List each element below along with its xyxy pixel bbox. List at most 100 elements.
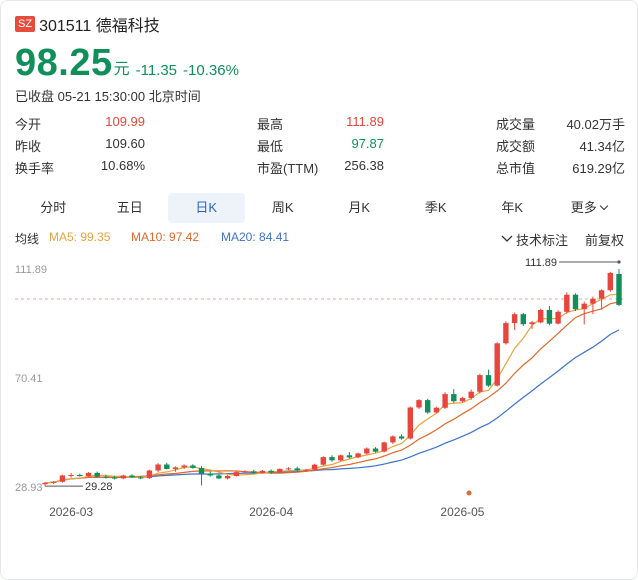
tech-annotation-label: 技术标注 bbox=[516, 233, 569, 248]
candle-body bbox=[251, 471, 257, 473]
candle-body bbox=[129, 475, 135, 478]
candle-body bbox=[294, 468, 300, 471]
period-tabs: 分时 五日 日K 周K 月K 季K 年K 更多 bbox=[15, 193, 627, 223]
y-tick-label: 70.41 bbox=[15, 373, 43, 385]
stat-value-volume: 40.02万手 bbox=[566, 117, 625, 132]
market-status: 已收盘 05-21 15:30:00 北京时间 bbox=[15, 89, 201, 104]
candle-body bbox=[416, 400, 422, 408]
stat-label: 今开 bbox=[15, 117, 42, 132]
candle-body bbox=[155, 464, 161, 471]
x-tick-label: 2026-04 bbox=[249, 505, 293, 519]
candle-body bbox=[172, 467, 179, 469]
candle-body bbox=[390, 436, 396, 443]
tab-weekly-k[interactable]: 周K bbox=[245, 193, 322, 223]
candle-body bbox=[572, 294, 579, 310]
tech-annotation-toggle[interactable]: 技术标注 bbox=[501, 230, 568, 248]
candle-body bbox=[111, 477, 118, 479]
adjust-toggle[interactable]: 前复权 bbox=[585, 233, 625, 248]
chevron-pair-icon bbox=[501, 235, 513, 242]
tab-label: 年K bbox=[501, 200, 524, 215]
tab-intraday[interactable]: 分时 bbox=[15, 193, 92, 223]
candle-body bbox=[529, 322, 535, 325]
stat-label: 昨收 bbox=[15, 139, 42, 154]
price-unit: 元 bbox=[113, 61, 130, 78]
y-tick-label: 28.93 bbox=[15, 482, 43, 494]
candle-body bbox=[85, 472, 92, 477]
candle-body bbox=[233, 472, 239, 476]
candle-body bbox=[494, 343, 500, 386]
tab-label: 更多 bbox=[570, 200, 597, 215]
candle-body bbox=[181, 465, 187, 468]
candle-body bbox=[190, 465, 196, 468]
candle-body bbox=[459, 398, 466, 402]
event-marker bbox=[466, 490, 472, 496]
tab-yearly-k[interactable]: 年K bbox=[474, 193, 551, 223]
candle-body bbox=[338, 455, 344, 461]
candle-body bbox=[164, 464, 170, 469]
candle-body bbox=[355, 453, 361, 458]
candle-body bbox=[103, 476, 109, 478]
candle-body bbox=[268, 470, 274, 473]
tab-label: 日K bbox=[195, 200, 218, 215]
candle-body bbox=[381, 442, 387, 452]
candle-body bbox=[216, 475, 222, 479]
candle-body bbox=[511, 314, 518, 324]
candle-body bbox=[451, 394, 457, 402]
stat-value-pe: 256.38 bbox=[344, 158, 384, 173]
stat-value-market-cap: 619.29亿 bbox=[572, 161, 625, 176]
tab-label: 分时 bbox=[40, 200, 67, 215]
ma20-value: MA20: 84.41 bbox=[221, 230, 290, 244]
price-row: 98.25 元 -11.35 -10.36% bbox=[15, 41, 239, 83]
stat-label: 市盈(TTM) bbox=[257, 161, 319, 176]
high-annotation-dot bbox=[617, 260, 621, 264]
candle-body bbox=[616, 274, 622, 305]
tab-monthly-k[interactable]: 月K bbox=[321, 193, 398, 223]
stats-row: 换手率 10.68% 市盈(TTM) 256.38 总市值 619.29亿 bbox=[15, 158, 627, 180]
y-tick-label: 111.89 bbox=[15, 264, 47, 276]
candle-body bbox=[581, 303, 587, 310]
candle-body bbox=[607, 272, 613, 291]
candle-body bbox=[407, 407, 413, 439]
candle-body bbox=[538, 310, 544, 323]
stat-label: 成交额 bbox=[496, 139, 536, 154]
candle-body bbox=[364, 448, 370, 454]
tab-label: 月K bbox=[348, 200, 371, 215]
low-annotation-label: 29.28 bbox=[85, 481, 113, 493]
candle-body bbox=[503, 323, 509, 344]
price-change: -11.35 bbox=[135, 62, 178, 79]
price-change-pct: -10.36% bbox=[183, 62, 239, 79]
tab-five-day[interactable]: 五日 bbox=[92, 193, 169, 223]
candle-body bbox=[224, 476, 231, 479]
candle-body bbox=[207, 473, 213, 476]
candle-body bbox=[346, 455, 353, 458]
candle-body bbox=[259, 470, 266, 473]
candle-body bbox=[442, 394, 448, 408]
candle-body bbox=[372, 448, 379, 452]
stat-value-low: 97.87 bbox=[351, 136, 384, 151]
tab-label: 季K bbox=[424, 200, 447, 215]
stat-label: 最低 bbox=[257, 139, 284, 154]
candle-body bbox=[277, 468, 283, 473]
stat-label: 最高 bbox=[257, 117, 284, 132]
current-price: 98.25 bbox=[15, 42, 113, 84]
stat-value-turnover: 41.34亿 bbox=[579, 139, 625, 154]
x-tick-label: 2026-03 bbox=[49, 505, 93, 519]
exchange-badge: SZ bbox=[15, 16, 36, 32]
stats-row: 今开 109.99 最高 111.89 成交量 40.02万手 bbox=[15, 114, 627, 136]
stat-label: 总市值 bbox=[496, 161, 536, 176]
stats-panel: 今开 109.99 最高 111.89 成交量 40.02万手 昨收 109.6… bbox=[15, 114, 627, 180]
candle-body bbox=[146, 470, 153, 479]
candle-body bbox=[433, 407, 440, 413]
stat-value-prev-close: 109.60 bbox=[105, 136, 145, 151]
stat-value-high: 111.89 bbox=[346, 114, 384, 129]
candle-body bbox=[555, 311, 561, 324]
tab-more[interactable]: 更多 bbox=[551, 193, 628, 223]
candle-body bbox=[68, 475, 74, 476]
x-tick-label: 2026-05 bbox=[440, 505, 484, 519]
candle-body bbox=[120, 475, 126, 479]
tab-daily-k[interactable]: 日K bbox=[168, 193, 245, 223]
tab-quarterly-k[interactable]: 季K bbox=[398, 193, 475, 223]
candle-body bbox=[242, 471, 248, 473]
stat-value-turnover-rate: 10.68% bbox=[100, 158, 145, 173]
